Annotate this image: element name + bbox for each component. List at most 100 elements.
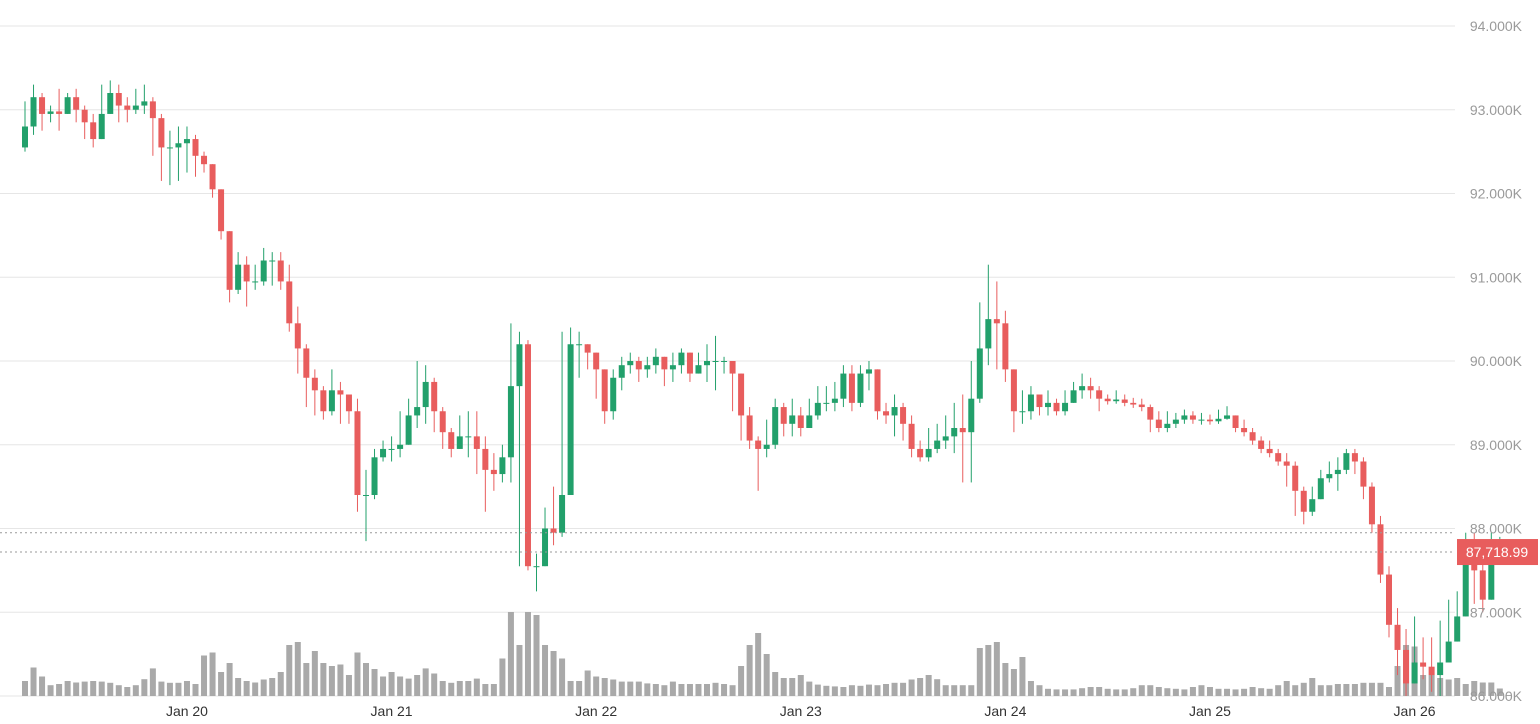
candle-down <box>661 356 668 370</box>
candle-up <box>763 444 770 449</box>
candle-down <box>883 411 890 416</box>
candle-down <box>550 528 557 533</box>
candle-up <box>1445 641 1452 663</box>
volume-bar <box>422 668 429 696</box>
volume-bar <box>354 652 361 696</box>
candle-up <box>857 373 864 403</box>
candle-down <box>900 407 907 424</box>
volume-bar <box>1079 688 1086 696</box>
candle-up <box>942 436 949 441</box>
candle-down <box>584 344 591 353</box>
y-tick-label: 86.000K <box>1470 688 1523 704</box>
candle-down <box>1121 399 1128 403</box>
candle-up <box>1224 415 1231 419</box>
candle-up <box>721 361 728 362</box>
volume-bar <box>661 685 668 696</box>
volume-bar <box>507 612 514 696</box>
candle-down <box>593 352 600 370</box>
volume-bar <box>303 663 310 696</box>
y-tick-label: 89.000K <box>1470 437 1523 453</box>
candle-down <box>1036 394 1043 408</box>
volume-bar <box>439 681 446 696</box>
volume-bar <box>559 658 566 696</box>
volume-bar <box>1164 688 1171 696</box>
volume-bar <box>1394 666 1401 696</box>
volume-bar <box>1275 685 1282 696</box>
volume-bar <box>797 675 804 696</box>
volume-bar <box>456 681 463 696</box>
volume-bar <box>1087 687 1094 696</box>
candle-down <box>439 411 446 433</box>
y-tick-label: 93.000K <box>1470 102 1523 118</box>
candle-down <box>158 118 165 148</box>
candle-up <box>388 448 395 450</box>
volume-bar <box>993 642 1000 696</box>
candle-up <box>1070 390 1077 403</box>
candle-down <box>959 428 966 433</box>
x-tick-label: Jan 24 <box>984 703 1026 719</box>
volume-bar <box>763 654 770 696</box>
candle-up <box>516 344 523 387</box>
candle-down <box>1155 419 1162 428</box>
volume-bar <box>550 651 557 696</box>
volume-bar <box>1249 687 1256 696</box>
volume-bar <box>1181 689 1188 696</box>
candle-down <box>1002 323 1009 370</box>
last-price-badge: 87,718.99 <box>1457 539 1538 566</box>
candle-down <box>286 281 293 324</box>
volume-bar <box>1283 681 1290 696</box>
candle-up <box>405 415 412 445</box>
volume-bar <box>286 645 293 696</box>
volume-bar <box>252 682 259 696</box>
volume-bar <box>1121 689 1128 696</box>
candle-down <box>56 111 63 114</box>
candle-down <box>1087 386 1094 391</box>
candle-down <box>686 352 693 374</box>
volume-bar <box>1070 689 1077 696</box>
volume-bar <box>1155 687 1162 696</box>
candle-down <box>738 373 745 416</box>
candle-up <box>1454 616 1461 642</box>
candle-up <box>1181 415 1188 420</box>
volume-bar <box>1309 678 1316 696</box>
volume-bar <box>64 681 71 696</box>
volume-bar <box>1258 688 1265 696</box>
volume-bar <box>448 682 455 696</box>
candle-down <box>1096 390 1103 399</box>
candle-down <box>39 97 46 114</box>
candle-up <box>1027 394 1034 412</box>
candle-down <box>1479 570 1486 600</box>
volume-bar <box>840 687 847 696</box>
candle-down <box>337 390 344 395</box>
volume-bar <box>226 663 233 696</box>
volume-bar <box>337 664 344 696</box>
volume-bar <box>712 682 719 696</box>
y-axis: 94.000K 93.000K 92.000K 91.000K 90.000K 89.00… <box>1470 18 1523 704</box>
candle-down <box>294 323 301 349</box>
volume-bar <box>738 666 745 696</box>
volume-bar <box>1036 685 1043 696</box>
volume-bar <box>542 645 549 696</box>
candle-down <box>1420 662 1427 667</box>
x-tick-label: Jan 20 <box>166 703 208 719</box>
volume-bar <box>533 615 540 696</box>
candle-down <box>1386 574 1392 625</box>
candle-up <box>98 113 105 140</box>
volume-bar <box>567 681 574 696</box>
volume-bar <box>848 685 855 696</box>
volume-bar <box>380 676 387 696</box>
grid-lines <box>0 25 1455 697</box>
candle-up <box>542 528 549 567</box>
volume-bar <box>141 679 148 696</box>
volume-bar <box>925 675 932 696</box>
x-axis: Jan 20 Jan 21 Jan 22 Jan 23 Jan 24 Jan 25 Jan … <box>166 703 1436 719</box>
candle-up <box>618 365 625 378</box>
candle-down <box>192 139 199 156</box>
volume-bar <box>482 684 489 696</box>
candle-up <box>840 373 847 399</box>
volume-bar <box>1334 684 1341 696</box>
volume-bar <box>499 658 506 696</box>
volume-bar <box>1062 689 1069 696</box>
candle-up <box>610 377 617 412</box>
